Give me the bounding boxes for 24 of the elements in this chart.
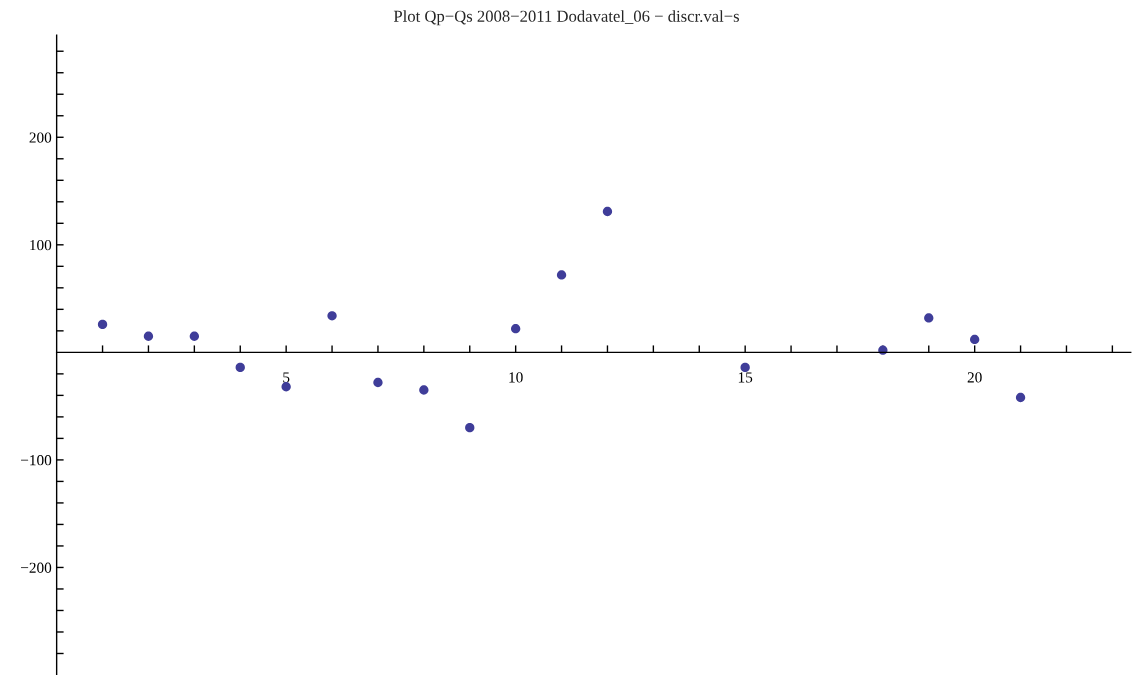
point (924, 313, 934, 323)
point (97, 319, 108, 330)
y-tick-label: 200 (29, 132, 52, 143)
point (327, 311, 337, 321)
x-tick-label: 20 (967, 372, 982, 383)
point (556, 270, 567, 280)
point (970, 334, 980, 345)
point (373, 377, 383, 388)
point (419, 385, 429, 395)
chart-title: Plot Qp−Qs 2008−2011 Dodavatel_06 − discr.val−s (393, 10, 739, 26)
point (143, 331, 154, 341)
point (602, 206, 613, 217)
point (740, 362, 750, 373)
y-tick-label: −100 (21, 455, 52, 466)
point (511, 324, 521, 334)
y-tick-label: 100 (30, 239, 52, 251)
point (281, 382, 291, 392)
point (235, 362, 245, 373)
x-tick-label: 10 (509, 372, 523, 383)
y-tick-label: −200 (21, 562, 52, 573)
x-tick-label: 15 (738, 372, 753, 383)
point (189, 331, 200, 341)
point (1015, 392, 1026, 403)
point (465, 422, 475, 433)
